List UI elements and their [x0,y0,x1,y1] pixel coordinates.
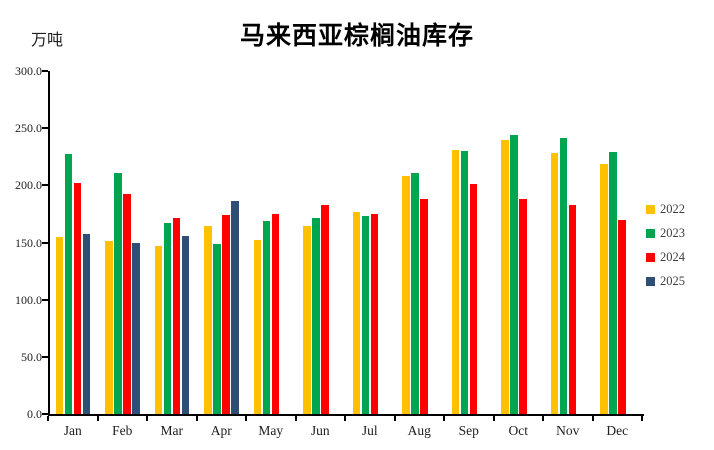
x-axis-tick [393,416,396,421]
legend-swatch-icon [646,229,655,238]
legend-label: 2024 [660,250,685,264]
bar-2022-sep [451,149,459,414]
legend-item-2024: 2024 [646,251,685,264]
bar-2022-mar [154,245,162,414]
bar-2024-feb [123,194,131,414]
bar-2022-feb [105,241,113,414]
bar-2023-nov [559,138,567,414]
x-tick-label-apr: Apr [210,423,232,438]
y-axis-tick [42,184,48,187]
bar-2024-sep [469,184,477,414]
x-tick-label-may: May [258,423,284,438]
legend-label: 2022 [660,202,685,216]
bar-2023-jul [361,216,369,414]
x-tick-label-feb: Feb [112,423,133,438]
bar-2022-dec [600,163,608,414]
y-tick-label-0.0: 0.0 [27,407,42,421]
bar-2023-sep [460,151,468,414]
x-axis-tick [146,416,148,421]
bar-2023-may [262,220,270,414]
x-tick-label-oct: Oct [508,423,529,438]
bar-2024-oct [519,199,527,414]
x-tick-label-mar: Mar [160,423,184,438]
y-tick-label-50.0: 50.0 [21,349,42,364]
x-axis-tick [245,416,247,421]
legend-item-2022: 2022 [646,203,685,216]
x-tick-label-nov: Nov [556,423,580,438]
y-tick-label-250.0: 250.0 [15,121,42,136]
bar-2024-mar [172,218,180,414]
y-tick-label-100.0: 100.0 [15,292,42,307]
legend-label: 2023 [660,226,685,240]
legend-swatch-icon [646,205,655,214]
bar-2024-aug [420,199,428,414]
y-axis-tick [42,413,48,415]
x-axis-tick [96,416,99,421]
y-axis-tick [42,127,48,130]
bar-2023-dec [609,152,617,414]
legend-item-2023: 2023 [646,227,685,240]
x-axis-tick [344,416,346,421]
bar-2024-may [271,213,279,414]
x-axis-tick [641,416,643,421]
bar-2023-jan [64,154,72,414]
x-axis-line [48,414,644,416]
bar-2023-apr [213,243,221,414]
bar-2024-nov [568,204,576,414]
y-axis-unit-label: 万吨 [31,32,64,49]
bar-2024-jan [73,183,81,414]
x-tick-label-jun: Jun [310,423,330,438]
x-tick-label-jul: Jul [361,423,378,438]
x-axis-tick [492,416,495,421]
y-axis-tick [42,241,48,244]
x-axis-tick [443,416,445,421]
bar-2023-mar [163,223,171,414]
x-tick-label-jan: Jan [63,423,82,438]
bar-2022-may [253,240,261,414]
legend-swatch-icon [646,253,655,262]
bar-2022-jun [303,226,311,414]
y-tick-label-300.0: 300.0 [15,64,42,78]
bar-2022-jul [352,211,360,414]
y-axis-tick [42,70,48,72]
bar-2025-mar [181,235,189,414]
legend-swatch-icon [646,277,655,286]
y-tick-label-150.0: 150.0 [15,235,42,250]
bar-2022-jan [55,236,63,414]
bar-2023-aug [411,172,419,414]
y-axis-line [48,71,50,416]
x-tick-label-dec: Dec [606,423,629,438]
bar-2022-aug [402,176,410,414]
bar-2025-apr [231,201,239,414]
x-axis-tick [542,416,544,421]
bar-2024-jun [321,204,329,414]
bar-2022-oct [501,139,509,414]
bar-2022-apr [204,226,212,414]
bar-2022-nov [550,153,558,414]
y-axis-tick [42,298,48,301]
legend-label: 2025 [660,274,685,288]
chart-title: 马来西亚棕榈油库存 [239,23,474,50]
legend: 2022 2023 2024 2025 [646,203,685,299]
bar-2024-dec [618,219,626,414]
bar-2023-feb [114,172,122,414]
x-axis-tick [294,416,297,421]
x-tick-label-sep: Sep [458,423,479,438]
x-tick-label-aug: Aug [407,423,431,438]
x-axis-tick [195,416,198,421]
y-tick-label-200.0: 200.0 [15,178,42,193]
bar-2023-oct [510,135,518,414]
x-axis-tick [47,416,49,421]
bar-2024-jul [370,213,378,414]
bar-2025-jan [82,234,90,414]
legend-item-2025: 2025 [646,275,685,288]
bar-2024-apr [222,215,230,414]
y-axis-tick [42,355,48,358]
bar-2023-jun [312,218,320,414]
bar-2025-feb [132,242,140,414]
x-axis-tick [591,416,594,421]
